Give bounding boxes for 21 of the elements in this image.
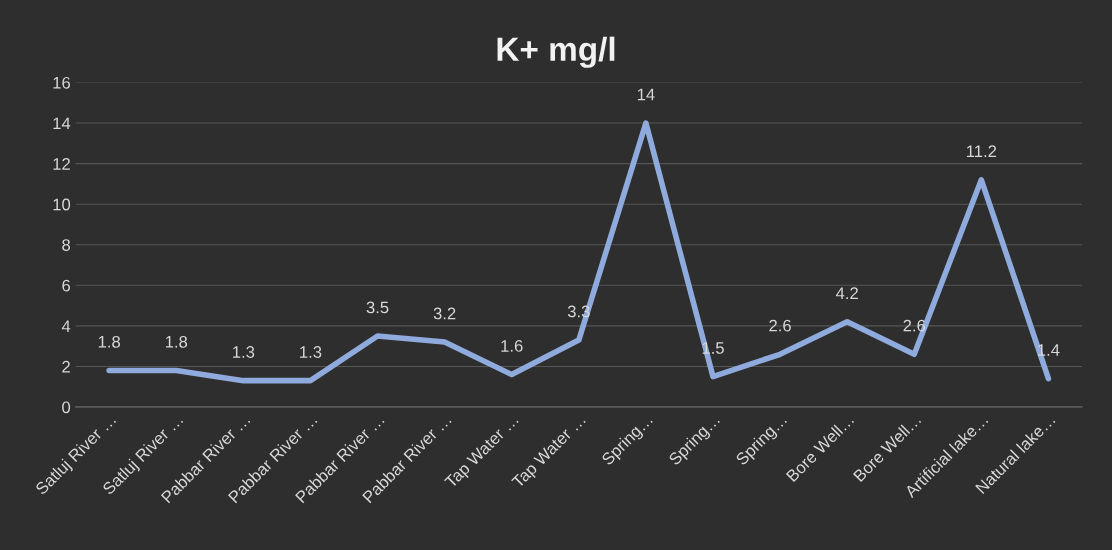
y-tick-label: 2	[62, 360, 70, 373]
y-tick-label: 14	[53, 117, 71, 130]
y-tick-label: 8	[62, 239, 71, 251]
y-tick-label: 16	[53, 76, 71, 89]
data-label: 11.2	[967, 145, 997, 157]
chart-title: K+ mg/l	[497, 36, 615, 68]
data-label: 14	[637, 88, 655, 101]
y-tick-label: 4	[61, 320, 71, 332]
data-label: 1.3	[233, 346, 255, 358]
data-label: 1.8	[98, 335, 121, 348]
y-tick-label: 6	[62, 279, 71, 292]
data-label: 1.8	[165, 335, 188, 348]
y-tick-label: 10	[53, 198, 71, 211]
data-label: 1.3	[300, 346, 322, 358]
data-label: 3.2	[433, 307, 456, 320]
data-label: 3.5	[366, 301, 389, 314]
data-label: 1.6	[501, 340, 523, 352]
data-label: 2.6	[769, 319, 791, 332]
y-tick-label: 0	[62, 401, 71, 414]
data-label: 4.2	[835, 287, 858, 299]
y-tick-label: 12	[53, 158, 70, 170]
